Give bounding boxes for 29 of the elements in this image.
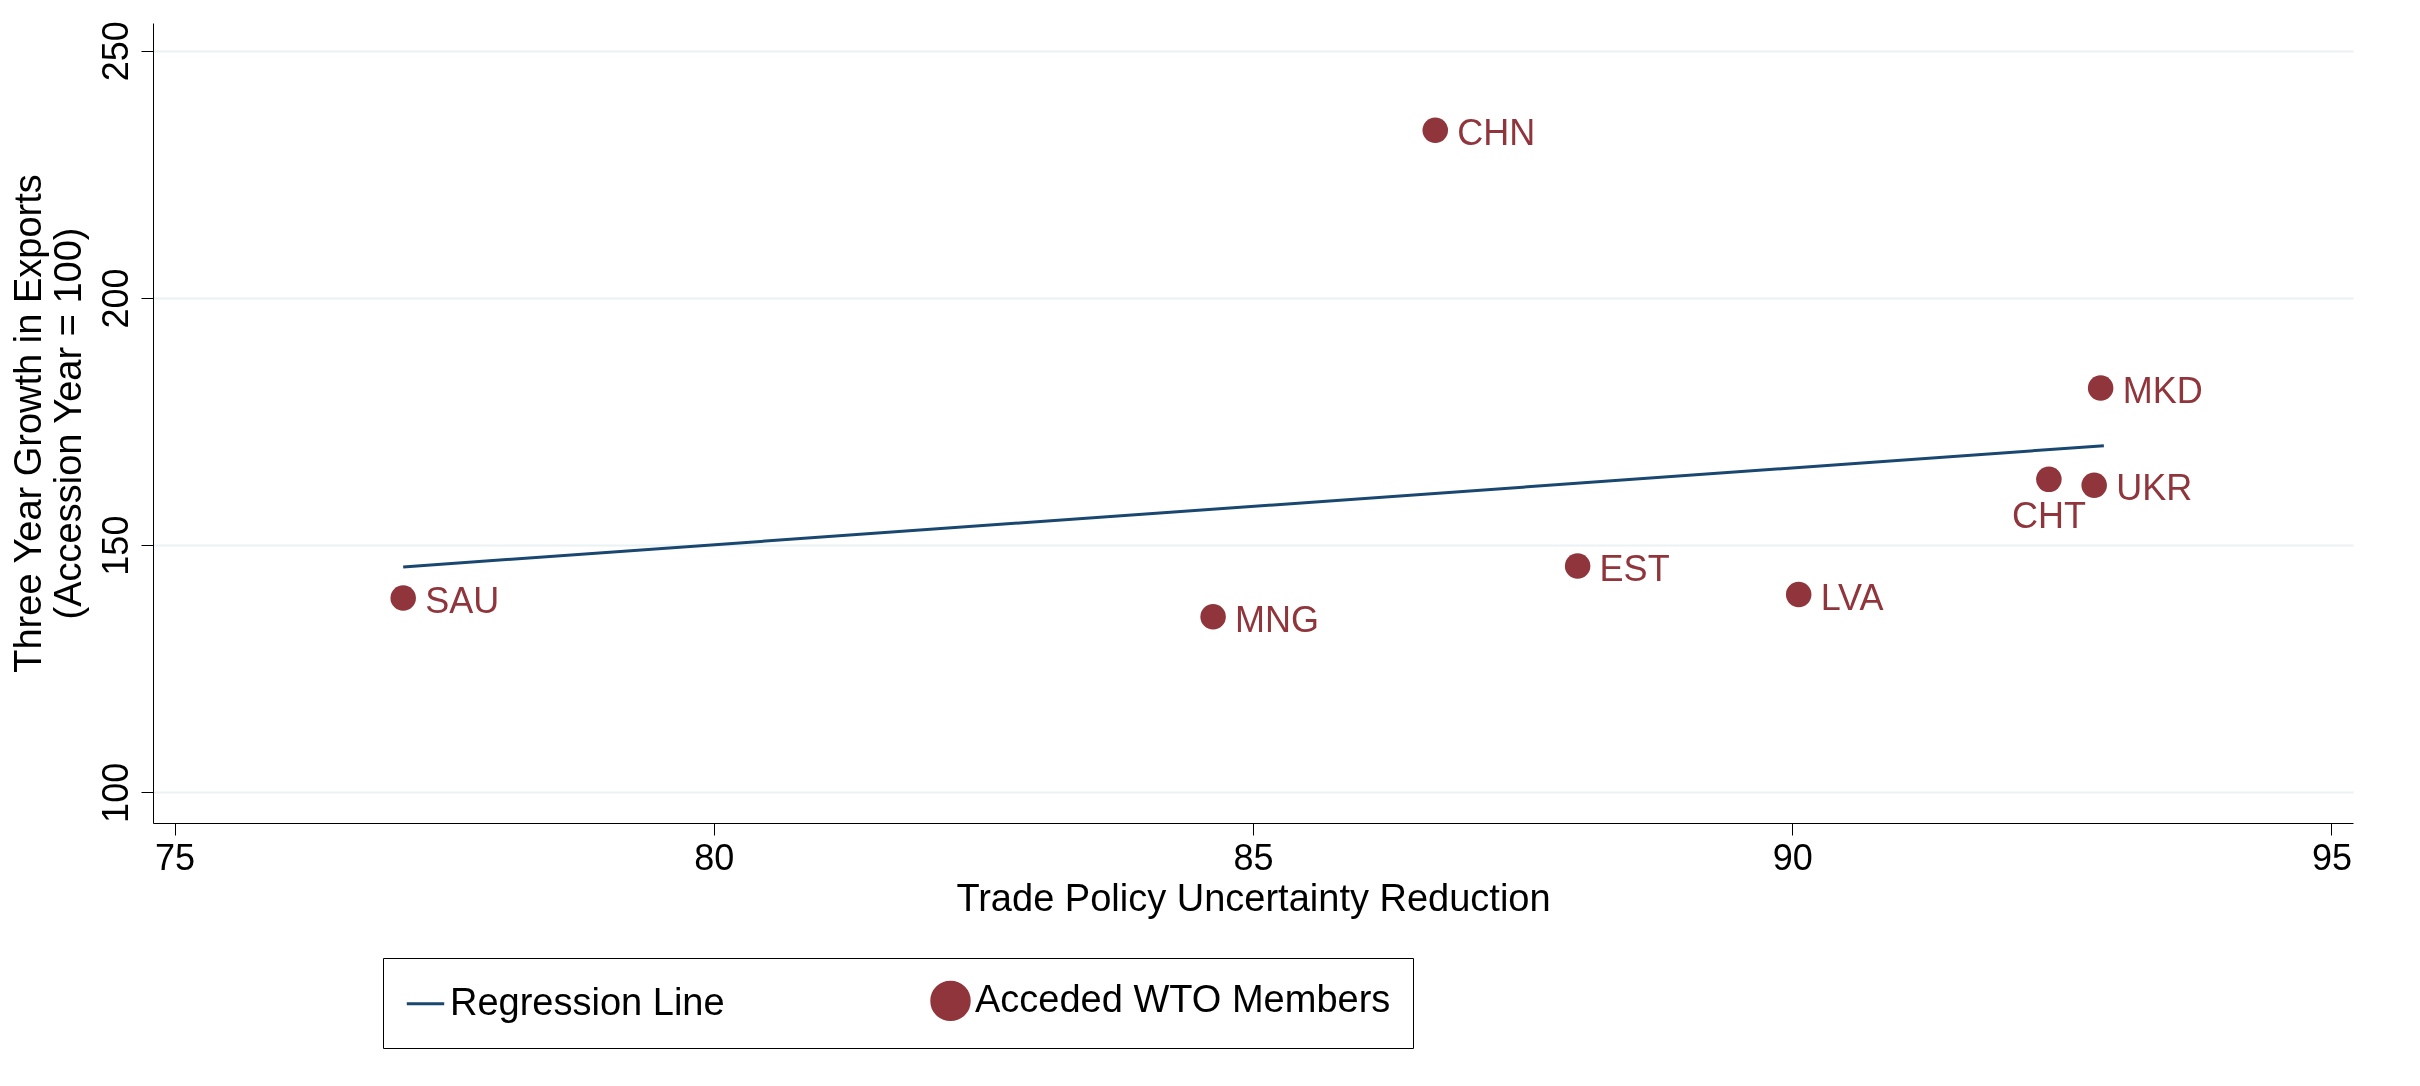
x-tick-label: 75 [155, 836, 196, 878]
x-tick-label: 95 [2311, 836, 2352, 878]
x-axis-title: Trade Policy Uncertainty Reduction [956, 876, 1551, 919]
y-tick-label: 250 [94, 21, 136, 82]
point [2081, 472, 2107, 499]
x-tick-label: 90 [1772, 836, 1813, 878]
annotation: SAU [425, 580, 500, 622]
legend-label: Acceded WTO Members [975, 977, 1391, 1020]
annotation: MNG [1235, 598, 1320, 640]
y-tick-label: 200 [94, 268, 136, 329]
point [1200, 604, 1226, 630]
y-tick-label: 100 [94, 762, 136, 823]
legend-label: Regression Line [450, 980, 725, 1023]
point [390, 585, 416, 611]
point [1422, 117, 1448, 144]
annotation: CHT [2011, 495, 2086, 537]
x-tick-label: 85 [1233, 836, 1274, 878]
annotation: CHN [1457, 112, 1536, 154]
point [1564, 553, 1591, 579]
annotation: EST [1599, 547, 1670, 589]
x-tick-label: 80 [694, 836, 735, 878]
annotation: MKD [2122, 369, 2203, 411]
y-tick-label: 150 [94, 515, 136, 576]
point [2087, 375, 2114, 401]
y-axis-title: Three Year Growth in Exports (Accession Year = 100) [6, 174, 89, 673]
point [1785, 581, 1812, 608]
point [2036, 466, 2062, 493]
annotation: LVA [1820, 576, 1884, 618]
annotation: UKR [2116, 467, 2193, 509]
